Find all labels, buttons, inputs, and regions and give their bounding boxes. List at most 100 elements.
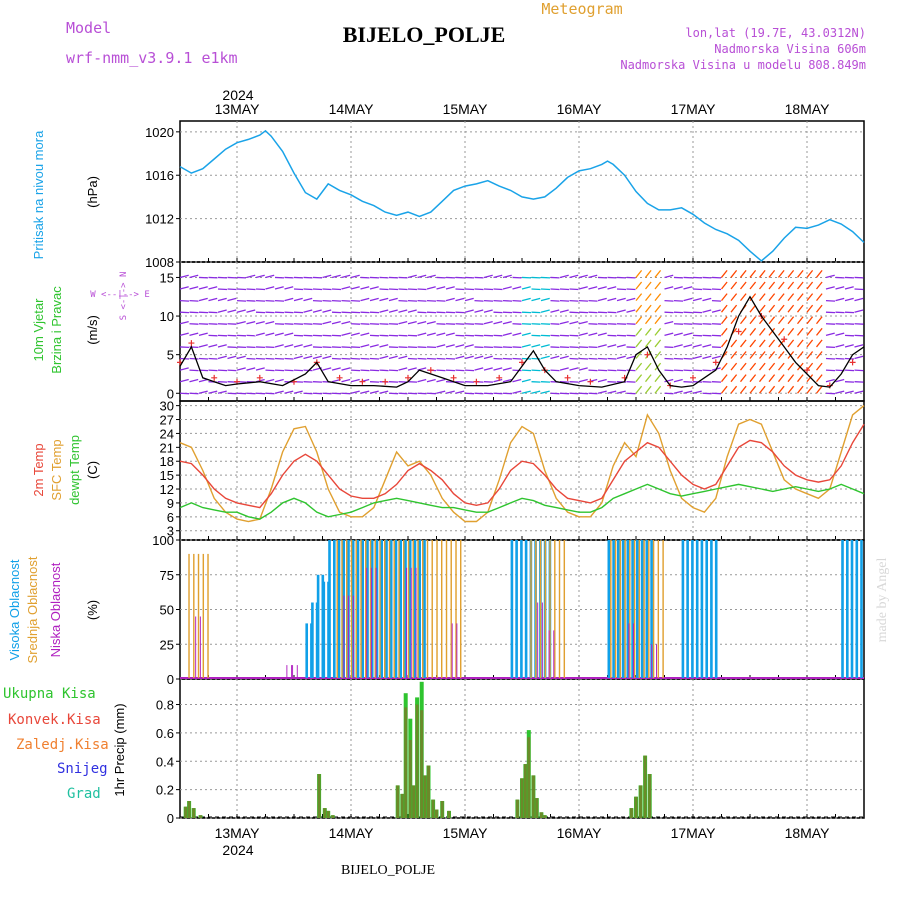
wind-barb: [730, 316, 738, 325]
wind-barb: [635, 385, 643, 394]
wind-barb: [796, 351, 804, 359]
wind-barb: [255, 320, 265, 325]
wind-barb: [179, 367, 189, 371]
wind-barb: [559, 320, 569, 325]
wind-barb: [844, 344, 854, 348]
wind-barb: [550, 309, 560, 313]
wind-barb: [806, 316, 814, 325]
wind-barb: [331, 274, 341, 279]
cloud-mid-bar: [563, 540, 566, 678]
wind-barb: [654, 316, 662, 325]
cloud-high-bar: [408, 540, 412, 678]
gust-marker: [735, 328, 742, 335]
cloud-high-bar: [636, 540, 639, 678]
wind-barb: [635, 316, 643, 325]
wind-barb: [417, 320, 427, 325]
wind-barb: [654, 293, 662, 302]
cloud-high-bar: [515, 540, 518, 678]
wind-barb: [806, 385, 814, 394]
cloud-mid-bar: [610, 540, 612, 678]
wind-barb: [331, 320, 341, 325]
precip-conv-bar: [404, 707, 408, 818]
wind-barb: [635, 269, 643, 278]
wind-barb: [341, 332, 351, 336]
wind-barb: [777, 374, 785, 383]
wind-barb: [815, 351, 823, 359]
gust-marker: [519, 359, 525, 366]
wind-barb: [720, 374, 728, 383]
wind-barb: [749, 281, 757, 290]
wind-barb: [255, 332, 265, 336]
cloud-mid-bar: [412, 540, 414, 678]
wind-barb: [189, 286, 199, 290]
day-label-bottom: 18MAY: [785, 825, 831, 841]
y-tick-label: 0: [167, 672, 174, 687]
cloud-mid-bar: [346, 540, 348, 678]
cloud-high-bar: [322, 581, 326, 678]
precip-conv-bar: [415, 704, 419, 818]
wind-barb: [730, 293, 738, 302]
cloud-low-bar: [656, 644, 657, 679]
wind-barb: [407, 367, 417, 371]
cloud-mid-bar: [393, 540, 395, 678]
cloud-mid-bar: [374, 540, 376, 678]
wind-barb: [854, 355, 864, 360]
cloud-high-bar: [375, 540, 379, 678]
y-tick-label: 1016: [145, 168, 174, 183]
wind-barb: [379, 355, 389, 360]
wind-barb: [777, 293, 785, 302]
day-label-top: 18MAY: [785, 101, 831, 117]
wind-barb: [835, 378, 845, 383]
wind-barb: [739, 281, 747, 290]
cloud-high-bar: [631, 540, 634, 678]
wind-barb: [350, 286, 360, 290]
wind-barb: [720, 304, 728, 313]
wind-barb: [768, 374, 776, 383]
wind-barb: [426, 378, 436, 383]
wind-barb: [654, 327, 662, 336]
wind-barb: [369, 297, 379, 302]
wind-barb: [758, 362, 766, 371]
wind-barb: [692, 355, 702, 360]
wind-barb: [683, 297, 693, 302]
gust-marker: [849, 359, 856, 366]
wind-barb: [512, 378, 522, 383]
wind-barb: [179, 274, 189, 279]
wind-barb: [730, 281, 738, 290]
y-tick-label: 0.4: [156, 754, 174, 769]
precip-conv-bar: [531, 775, 535, 818]
cloud-high-bar: [413, 540, 417, 678]
precip-conv-bar: [543, 815, 547, 818]
wind-barb: [768, 269, 776, 278]
wind-barb: [578, 286, 588, 290]
wind-barb: [502, 286, 512, 290]
wind-barb: [787, 362, 795, 371]
wind-barb: [303, 309, 313, 313]
cloud-high-bar: [650, 540, 653, 678]
wind-barb: [493, 378, 503, 383]
wind-barb: [796, 269, 804, 278]
precip-conv-bar: [535, 798, 539, 818]
wind-barb: [835, 344, 845, 348]
wind-barb: [540, 355, 550, 360]
wind-barb: [322, 320, 332, 325]
gust-marker: [712, 359, 719, 366]
wind-barb: [777, 269, 785, 278]
t2m-label: 2m Temp: [31, 443, 46, 496]
wind-barb: [284, 297, 294, 302]
wind-barb: [312, 309, 322, 313]
wind-barb: [455, 355, 465, 360]
wind-barb: [825, 286, 835, 290]
cloud-mid-bar: [633, 540, 636, 678]
wind-barb: [379, 309, 389, 313]
cloud-high-bar: [404, 540, 407, 678]
cloud-low-bar: [415, 567, 417, 678]
wind-barb: [531, 297, 541, 302]
wind-barb: [265, 274, 275, 279]
precip-legend-hail: Grad: [67, 786, 101, 802]
wind-barb: [578, 378, 588, 383]
cloud-low-bar: [366, 567, 368, 678]
wind-barb: [217, 390, 227, 394]
wind-barb: [787, 339, 795, 348]
